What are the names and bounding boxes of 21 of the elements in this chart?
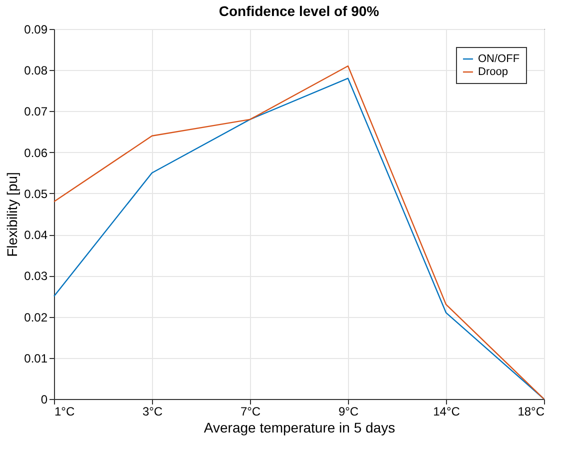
x-tick-label: 14°C (433, 404, 460, 418)
y-tick-label: 0.07 (24, 104, 48, 119)
y-tick-label: 0 (40, 392, 48, 406)
y-tick-label: 0.03 (24, 269, 48, 284)
x-tick-label: 9°C (338, 404, 359, 418)
x-axis-title: Average temperature in 5 days (204, 420, 396, 436)
x-tick-label: 7°C (240, 404, 261, 418)
y-tick-label: 0.08 (24, 64, 48, 78)
chart-title: Confidence level of 90% (218, 3, 380, 19)
y-tick-label: 0.09 (24, 22, 48, 36)
y-tick-label: 0.01 (24, 351, 48, 366)
y-axis-title: Flexibility [pu] (4, 172, 20, 257)
legend-label: ON/OFF (478, 53, 520, 65)
legend-label: Droop (478, 66, 508, 78)
y-tick-label: 0.05 (24, 186, 48, 201)
x-tick-label: 1°C (54, 404, 75, 418)
x-tick-label: 18°C (518, 404, 545, 418)
x-tick-label: 3°C (142, 404, 163, 418)
y-tick-label: 0.06 (24, 146, 48, 160)
y-tick-label: 0.04 (24, 228, 48, 242)
y-tick-label: 0.02 (24, 310, 48, 324)
